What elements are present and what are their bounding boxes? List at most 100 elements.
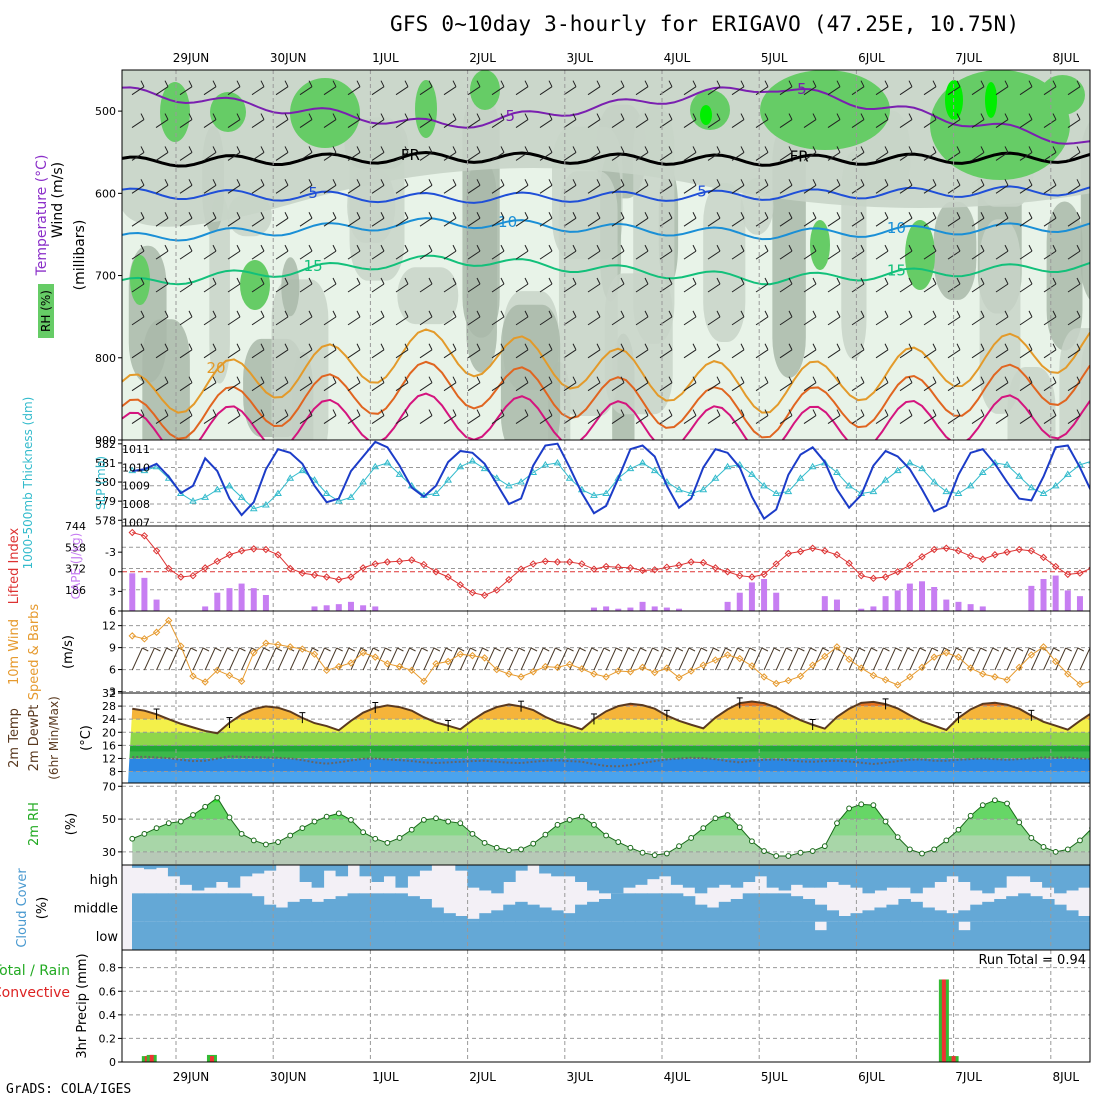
wind-barb — [851, 80, 865, 96]
wind-barb — [323, 80, 337, 96]
wind-barb-10m — [532, 647, 550, 671]
wind-barb — [683, 80, 697, 96]
wind-barb — [971, 179, 985, 194]
wind-barb — [995, 211, 1009, 227]
rh2m-marker — [870, 802, 877, 809]
wind-speed-marker — [954, 653, 963, 661]
thickness-marker — [189, 497, 197, 504]
lifted-index-marker — [699, 558, 708, 567]
wind-barb — [251, 80, 265, 96]
cloud-cell — [886, 865, 899, 888]
wind-barb — [491, 80, 505, 96]
rh-green-patch — [760, 70, 890, 150]
wind-barb — [683, 376, 697, 392]
lifted-index-marker — [772, 560, 780, 568]
rh2m-marker — [214, 794, 221, 801]
cloud-cell — [551, 910, 564, 922]
cloud-cell — [898, 899, 911, 922]
wind-barb — [155, 80, 169, 96]
slp-tick-label: 1007 — [122, 516, 150, 529]
rh2m-marker — [506, 847, 512, 854]
wind-speed-marker — [614, 667, 622, 675]
wind-barb — [923, 211, 937, 227]
wind-barb — [203, 376, 217, 392]
wind-speed-marker — [808, 661, 817, 669]
cloud-cell — [479, 921, 492, 950]
wind-speed-marker — [565, 660, 574, 669]
cloud-cell — [563, 865, 576, 877]
rh2m-marker — [578, 813, 585, 820]
cloud-cell — [670, 921, 684, 950]
cape-bar — [615, 608, 622, 611]
cloud-cell — [958, 865, 971, 882]
wind-barb — [587, 244, 601, 260]
temperature-contour — [122, 254, 1090, 286]
cloud-cell — [658, 893, 672, 922]
cloud-cell — [155, 921, 169, 950]
wind-speed-marker — [966, 664, 975, 672]
wind-barb — [1067, 310, 1081, 326]
wind-speed-marker — [796, 672, 805, 680]
wind-barb — [467, 376, 481, 392]
y-tick-label: 600 — [95, 187, 116, 200]
wind-barb — [875, 113, 889, 128]
cloud-cell — [1018, 893, 1031, 922]
wind-barb — [347, 80, 361, 96]
date-label-top: 5JUL — [761, 51, 788, 65]
thickness-marker — [626, 464, 635, 472]
wind-speed-marker — [444, 657, 452, 666]
side-label: 2m DewPt — [27, 705, 42, 772]
cape-bar — [919, 581, 926, 611]
wind-barb — [251, 343, 265, 359]
rh-green-patch — [470, 70, 500, 110]
wind-barb — [635, 409, 649, 424]
wind-barb — [683, 409, 697, 424]
side-label: 2m Temp — [7, 708, 22, 768]
wind-barb-10m — [885, 647, 902, 671]
wind-speed-marker — [638, 663, 647, 672]
wind-barb — [491, 343, 505, 359]
wind-barb — [635, 113, 649, 128]
slp-thickness-panel: 578 579 580 581 582 1007 1008 1009 1010 1011 1000-… — [21, 397, 1091, 569]
cape-bar — [748, 582, 755, 611]
rh-band — [209, 193, 230, 384]
wind-barb-10m — [727, 647, 744, 671]
thickness-marker — [918, 464, 926, 472]
wind-barb-10m — [909, 647, 927, 671]
cloud-cell — [563, 913, 576, 922]
lifted-index-line — [132, 532, 1090, 596]
wind-speed-marker — [991, 673, 999, 681]
wind-barb — [1019, 146, 1033, 161]
wind-barb-10m — [216, 647, 234, 671]
wind-barb — [1067, 244, 1081, 260]
wind-barb — [467, 277, 481, 293]
wind-barb — [923, 146, 937, 161]
thickness-marker — [322, 489, 331, 497]
cloud-cell — [443, 913, 456, 922]
cloud-cell — [622, 865, 636, 888]
lifted-index-marker — [906, 561, 914, 569]
rh2m-marker — [749, 838, 755, 845]
rh2m-marker — [226, 814, 233, 821]
wind-barb-10m — [654, 647, 671, 671]
rh2m-marker — [1077, 837, 1083, 844]
wind-barb — [875, 244, 889, 260]
cloud-cell — [778, 921, 792, 950]
temp-band — [128, 719, 1090, 733]
wind-barb — [587, 409, 601, 424]
wind-barb-10m — [751, 647, 769, 671]
cloud-cell — [167, 865, 181, 877]
rh2m-marker — [129, 835, 136, 842]
wind-barb — [971, 80, 985, 96]
side-label-temp: Temperature (°C) — [34, 155, 50, 277]
thickness-marker — [201, 493, 210, 500]
side-label: 2m RH — [27, 802, 42, 846]
cape-bar — [1028, 585, 1035, 611]
lifted-index-marker — [298, 569, 307, 577]
temp-line — [132, 700, 1090, 735]
temp-band — [128, 706, 1090, 720]
wind-barb — [443, 211, 457, 227]
cloud-cell — [431, 907, 444, 922]
wind-speed-marker — [881, 676, 890, 684]
cloud-cell — [443, 921, 456, 950]
